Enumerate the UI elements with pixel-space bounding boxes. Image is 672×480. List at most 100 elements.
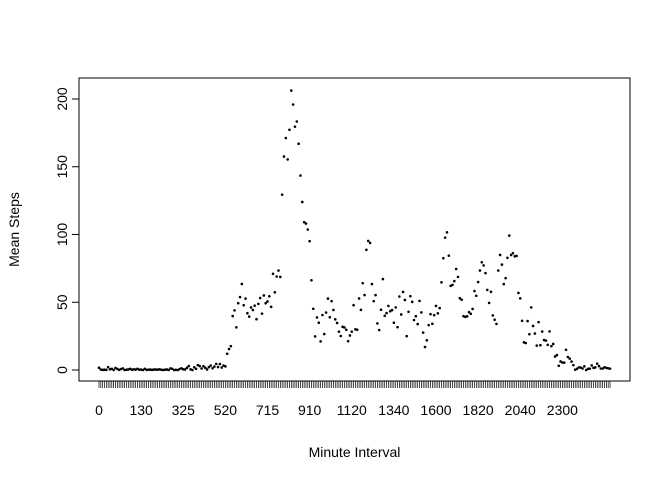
data-point — [253, 304, 256, 307]
data-point — [399, 313, 403, 316]
data-point — [377, 328, 381, 332]
data-point — [583, 365, 586, 368]
data-point — [268, 294, 271, 298]
y-axis-title: Mean Steps — [6, 192, 22, 267]
data-point — [550, 344, 553, 348]
data-point — [365, 248, 368, 252]
data-point — [594, 366, 597, 369]
data-point — [202, 364, 205, 368]
data-point — [106, 365, 110, 369]
data-point — [247, 315, 251, 318]
x-tick-label: 2300 — [547, 402, 578, 418]
data-point — [284, 136, 288, 140]
x-tick-label: 1120 — [337, 402, 367, 418]
data-point — [191, 368, 194, 372]
plot-frame — [78, 77, 631, 382]
data-point — [238, 295, 242, 299]
data-point — [531, 324, 535, 328]
data-point — [379, 308, 383, 312]
data-point — [394, 306, 398, 309]
data-point — [273, 291, 277, 294]
data-point — [269, 305, 273, 309]
x-tick-label: 0 — [95, 402, 103, 418]
data-point — [192, 365, 196, 369]
data-point — [359, 308, 363, 312]
data-point — [555, 353, 559, 357]
data-point — [595, 362, 599, 365]
data-point — [432, 313, 436, 317]
data-points — [97, 89, 612, 372]
data-point — [218, 362, 222, 366]
x-tick-label: 520 — [214, 402, 238, 418]
data-point — [458, 296, 462, 300]
data-point — [601, 367, 604, 370]
data-point — [590, 364, 593, 367]
data-point — [485, 288, 489, 292]
data-point — [551, 342, 555, 346]
y-tick-label: 100 — [54, 223, 70, 247]
x-tick-label: 910 — [298, 402, 322, 418]
data-point — [240, 282, 244, 286]
data-point — [493, 318, 496, 322]
data-point — [495, 322, 498, 326]
data-point — [564, 348, 568, 352]
data-point — [557, 364, 561, 368]
data-point — [299, 174, 302, 177]
data-point — [363, 293, 366, 297]
data-point — [540, 330, 544, 333]
data-point — [414, 314, 418, 318]
data-point — [251, 308, 255, 312]
data-point — [343, 326, 346, 329]
data-point — [315, 316, 319, 319]
data-point — [599, 367, 603, 370]
data-point — [502, 282, 506, 286]
data-point — [266, 300, 269, 303]
data-point — [396, 325, 399, 329]
data-point — [236, 301, 240, 305]
data-point — [361, 281, 365, 285]
data-point — [553, 355, 557, 358]
data-point — [544, 339, 548, 342]
data-point — [260, 312, 264, 315]
data-point — [209, 364, 213, 367]
data-point — [517, 291, 520, 295]
data-point — [205, 368, 209, 371]
data-point — [539, 343, 542, 347]
data-point — [584, 368, 588, 372]
data-point — [480, 260, 484, 264]
data-point — [121, 367, 125, 370]
data-point — [257, 302, 260, 306]
data-point — [279, 275, 282, 279]
data-point — [229, 344, 233, 348]
data-point — [496, 269, 500, 272]
data-point — [392, 321, 396, 325]
data-point — [244, 297, 247, 300]
data-point — [211, 366, 214, 370]
data-point — [436, 312, 440, 315]
data-point — [520, 319, 524, 323]
data-point — [214, 362, 218, 366]
data-point — [471, 307, 474, 311]
data-point — [370, 282, 374, 286]
data-point — [456, 275, 460, 279]
data-point — [376, 322, 379, 325]
data-point — [304, 222, 308, 225]
data-point — [357, 297, 361, 300]
data-point — [454, 267, 458, 271]
data-point — [242, 303, 245, 307]
data-point — [608, 367, 612, 370]
data-point — [271, 272, 275, 276]
data-point — [518, 297, 522, 300]
data-point — [410, 300, 414, 304]
data-point — [258, 296, 262, 300]
y-tick-label: 150 — [54, 155, 70, 179]
data-point — [332, 308, 335, 312]
data-point — [405, 334, 409, 338]
data-point — [489, 290, 493, 294]
data-point — [348, 334, 352, 337]
data-point — [167, 368, 170, 372]
data-point — [185, 366, 189, 370]
data-point — [381, 277, 385, 281]
data-point — [233, 309, 236, 312]
